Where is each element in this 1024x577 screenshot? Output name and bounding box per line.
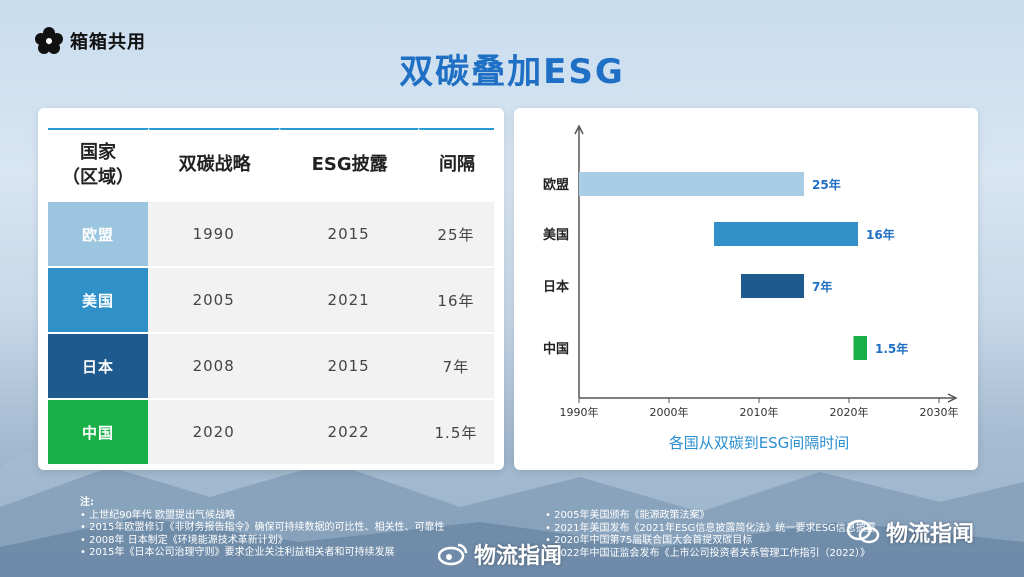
table-row: 美国 2005 2021 16年	[48, 266, 494, 332]
header-carbon: 双碳战略	[148, 128, 280, 200]
x-tick-label: 2030年	[920, 405, 959, 419]
esg-year-cell: 2015	[279, 332, 418, 398]
carbon-year-cell: 2005	[148, 266, 280, 332]
notes-left: 注: • 上世纪90年代 欧盟提出气候战略 • 2015年欧盟修订《非财务报告指…	[80, 497, 510, 560]
category-label: 中国	[543, 341, 569, 357]
region-cell: 日本	[48, 332, 148, 398]
weibo-watermark: 物流指闻	[438, 538, 562, 570]
bar	[853, 336, 867, 360]
esg-year-cell: 2021	[279, 266, 418, 332]
brand-logo: 箱箱共用	[34, 26, 146, 56]
chart-title: 各国从双碳到ESG间隔时间	[669, 434, 850, 452]
gap-cell: 7年	[417, 332, 494, 398]
weibo-icon	[438, 543, 468, 566]
region-cell: 美国	[48, 266, 148, 332]
note-item: • 2020年中国第75届联合国大会首提双碳目标	[545, 535, 753, 546]
region-cell: 欧盟	[48, 200, 148, 266]
bar-value-label: 1.5年	[875, 341, 908, 356]
x-tick-label: 1990年	[560, 405, 599, 419]
note-item: • 2008年 日本制定《环境能源技术革新计划》	[80, 534, 288, 546]
bar-value-label: 7年	[812, 279, 832, 294]
wechat-icon	[846, 519, 880, 544]
carbon-year-cell: 2020	[148, 398, 280, 464]
comparison-table: 国家 （区域） 双碳战略 ESG披露 间隔 欧盟 1990 2015 25年 美…	[48, 128, 494, 464]
notes-right: • 2005年美国颁布《能源政策法案》 • 2021年美国发布《2021年ESG…	[545, 510, 985, 560]
header-esg: ESG披露	[279, 128, 418, 200]
note-item: • 上世纪90年代 欧盟提出气候战略	[80, 509, 235, 521]
gap-cell: 1.5年	[417, 398, 494, 464]
bar	[741, 274, 804, 298]
carbon-year-cell: 2008	[148, 332, 280, 398]
brand-name: 箱箱共用	[70, 32, 146, 53]
page-title: 双碳叠加ESG	[399, 52, 625, 92]
category-label: 日本	[543, 279, 569, 295]
gap-cell: 16年	[417, 266, 494, 332]
y-axis-arrow	[574, 124, 584, 135]
header-region: 国家 （区域）	[48, 128, 148, 200]
notes-heading: 注:	[80, 497, 94, 508]
x-tick-label: 2000年	[650, 405, 689, 419]
note-item: • 2022年中国证监会发布《上市公司投资者关系管理工作指引（2022）》	[545, 547, 870, 559]
comparison-table-panel: 国家 （区域） 双碳战略 ESG披露 间隔 欧盟 1990 2015 25年 美…	[38, 108, 504, 470]
category-label: 美国	[543, 227, 569, 243]
gap-cell: 25年	[417, 200, 494, 266]
bar	[714, 222, 858, 246]
table-row: 中国 2020 2022 1.5年	[48, 398, 494, 464]
table-row: 欧盟 1990 2015 25年	[48, 200, 494, 266]
bar-value-label: 16年	[866, 227, 895, 242]
header-gap: 间隔	[417, 128, 494, 200]
x-tick-label: 2020年	[830, 405, 869, 419]
bar	[579, 172, 804, 196]
note-item: • 2015年欧盟修订《非财务报告指令》确保可持续数据的可比性、相关性、可靠性	[80, 522, 445, 533]
esg-year-cell: 2022	[279, 398, 418, 464]
flower-logo-icon	[35, 27, 63, 54]
gap-chart-panel: 1990年 2000年 2010年 2020年 2030年 欧盟 25年美国 16年日本 7年中…	[514, 108, 978, 470]
carbon-year-cell: 1990	[148, 200, 280, 266]
region-cell: 中国	[48, 398, 148, 464]
note-item: • 2005年美国颁布《能源政策法案》	[545, 510, 710, 521]
table-row: 日本 2008 2015 7年	[48, 332, 494, 398]
x-axis-arrow	[947, 393, 958, 403]
note-item: • 2015年《日本公司治理守则》要求企业关注利益相关者和可持续发展	[80, 547, 395, 558]
esg-year-cell: 2015	[279, 200, 418, 266]
wechat-watermark: 物流指闻	[846, 516, 974, 548]
x-tick-label: 2010年	[740, 405, 779, 419]
note-item: • 2021年美国发布《2021年ESG信息披露简化法》统一要求ESG信息披露	[545, 522, 876, 534]
category-label: 欧盟	[543, 177, 569, 193]
bar-value-label: 25年	[812, 177, 841, 192]
